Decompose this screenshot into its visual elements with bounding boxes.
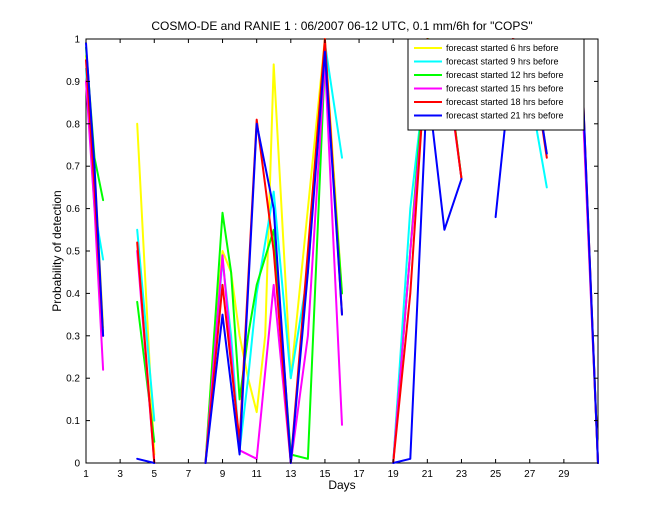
series-segment (204, 38, 343, 464)
legend-label: forecast started 6 hrs before (446, 43, 559, 53)
y-tick-label: 0.2 (66, 374, 80, 385)
series-segment (136, 241, 156, 464)
x-axis-label: Days (328, 478, 355, 492)
x-tick-label: 17 (354, 469, 366, 480)
y-tick-label: 0.3 (66, 331, 80, 342)
x-tick-label: 19 (388, 469, 400, 480)
legend-label: forecast started 21 hrs before (446, 111, 564, 121)
series-segment (204, 59, 343, 464)
y-tick-label: 0.7 (66, 162, 80, 173)
x-tick-label: 21 (422, 469, 434, 480)
legend-label: forecast started 12 hrs before (446, 70, 564, 80)
y-axis-label: Probability of detection (50, 190, 64, 311)
x-tick-label: 5 (151, 469, 157, 480)
x-tick-label: 7 (186, 469, 192, 480)
y-tick-label: 0.1 (66, 416, 80, 427)
y-tick-label: 1 (74, 35, 80, 46)
y-tick-label: 0.5 (66, 247, 80, 258)
axis-layer: 1 3 5 7 9 11 13 15 17 19 21 23 25 27 2900.10.20.30.40.… (66, 35, 598, 480)
x-tick-label: 9 (220, 469, 226, 480)
series-segment (136, 228, 156, 422)
x-tick-label: 25 (490, 469, 502, 480)
x-tick-label: 15 (319, 469, 331, 480)
x-tick-label: 1 (83, 469, 89, 480)
series-segment (204, 38, 343, 464)
legend-label: forecast started 9 hrs before (446, 57, 559, 67)
x-tick-label: 13 (285, 469, 297, 480)
series-segment (204, 59, 343, 464)
y-tick-label: 0.9 (66, 77, 80, 88)
x-tick-label: 11 (251, 469, 262, 480)
x-tick-label: 27 (524, 469, 536, 480)
legend-label: forecast started 15 hrs before (446, 84, 564, 94)
x-tick-label: 23 (456, 469, 468, 480)
y-tick-label: 0 (74, 459, 80, 470)
series-segment (136, 457, 156, 464)
series-segment (204, 50, 343, 464)
x-tick-label: 3 (117, 469, 123, 480)
chart-title: COSMO-DE and RANIE 1 : 06/2007 06-12 UTC… (151, 19, 532, 33)
x-tick-label: 29 (558, 469, 570, 480)
legend-label: forecast started 18 hrs before (446, 97, 564, 107)
legend: forecast started 6 hrs before forecast st… (407, 38, 585, 131)
series-segment (85, 42, 105, 337)
y-tick-label: 0.4 (66, 289, 80, 300)
y-tick-label: 0.6 (66, 204, 80, 215)
y-tick-label: 0.8 (66, 119, 80, 130)
